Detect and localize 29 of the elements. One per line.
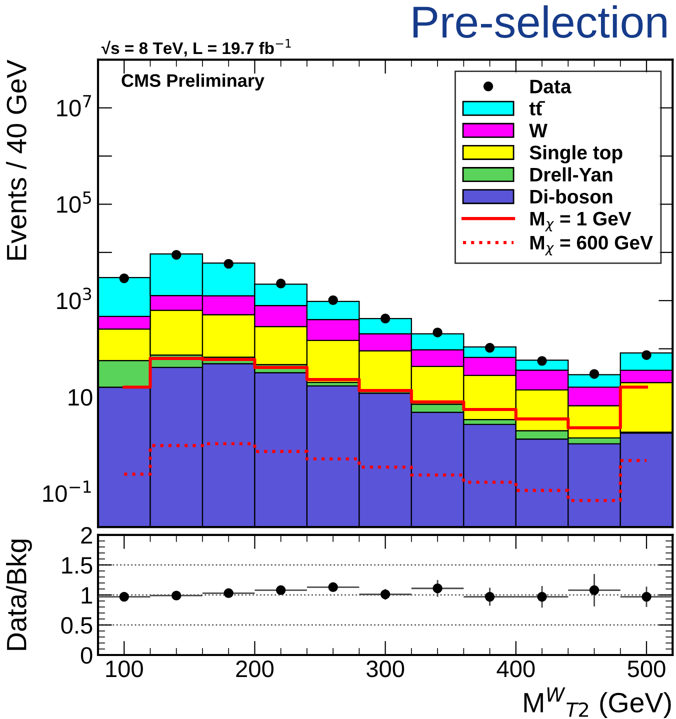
x-tick-label: 100 [106, 660, 143, 678]
y-axis-title: Events / 40 GeV [6, 60, 26, 260]
x-tick-label: 400 [496, 660, 535, 678]
legend-label: tt̄ [529, 101, 545, 116]
y-tick-label: 10$^{7}$ [57, 95, 91, 116]
y-tick-label: 2 [81, 527, 92, 544]
legend-label: M$_{χ}$ = 1 GeV [530, 212, 632, 232]
chart-subtitle: √s = 8 TeV, L = 19.7 fb$^{−1}$ [101, 39, 291, 57]
x-axis-title: M$^{W}$$_{T2}$ (GeV) [524, 687, 671, 718]
y-tick-label: 10$^{−1}$ [43, 480, 91, 502]
y-tick-label: 0 [80, 647, 92, 664]
y-tick-label: 0.5 [61, 617, 92, 634]
annotation: CMS Preliminary [122, 74, 264, 91]
legend-label: M$_{χ}$ = 600 GeV [530, 236, 653, 256]
legend-label: Data [530, 80, 572, 94]
x-tick-label: 500 [628, 660, 666, 678]
legend-label: Single top [530, 145, 622, 164]
x-tick-label: 300 [366, 660, 404, 678]
y-tick-label: 1 [82, 587, 92, 604]
chart-title: Pre-selection [414, 5, 666, 38]
y-tick-label: 10$^{3}$ [57, 288, 92, 310]
legend-label: Di-boson [530, 189, 612, 204]
legend-label: Drell-Yan [530, 167, 612, 182]
legend-label: W [529, 124, 548, 138]
y-axis-title: Data/Bkg [6, 540, 32, 650]
y-tick-label: 1.5 [62, 557, 92, 574]
x-tick-label: 200 [236, 660, 274, 678]
y-tick-label: 10 [68, 389, 92, 406]
y-tick-label: 10$^{5}$ [57, 192, 91, 213]
